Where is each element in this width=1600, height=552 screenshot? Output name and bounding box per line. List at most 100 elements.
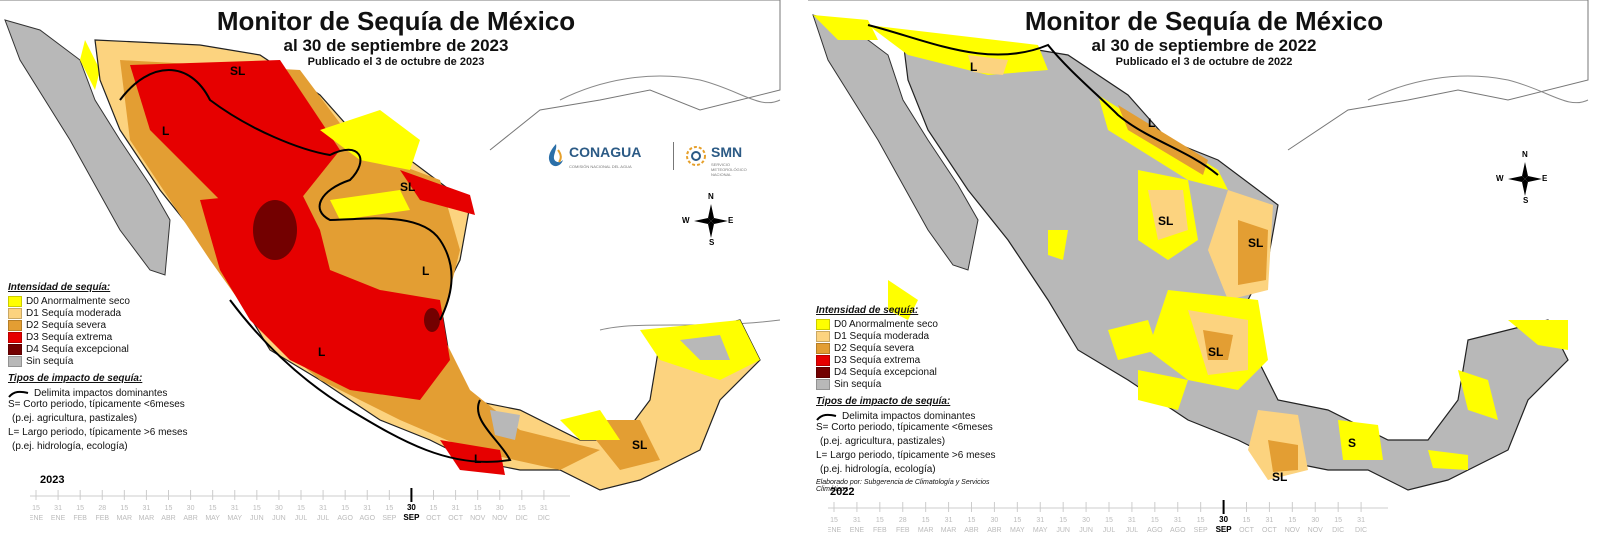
legend-swatch <box>816 366 830 378</box>
timeline-day-label: 31 <box>143 505 151 512</box>
impact-label: SL <box>1158 214 1174 228</box>
impact-line-north <box>119 69 453 321</box>
impact-label: SL <box>230 64 246 78</box>
baja-peninsula <box>4 19 171 276</box>
legend-swatch <box>8 355 22 367</box>
timeline-day-label: 15 <box>876 517 884 524</box>
timeline-month-label: ABR <box>183 515 197 522</box>
credit-note: Elaborado por: Subgerencia de Climatolog… <box>816 479 990 493</box>
legend-label: D2 Sequía severa <box>26 319 107 331</box>
timeline-month-label: NOV <box>492 515 508 522</box>
timeline-day-label: 31 <box>363 505 371 512</box>
impact-label: SL <box>400 180 416 194</box>
timeline-month-label: ENE <box>850 527 865 534</box>
legend-label: D4 Sequía excepcional <box>26 343 129 355</box>
conagua-logo: CONAGUA <box>569 144 642 160</box>
timeline-month-label: SEP <box>1217 527 1231 534</box>
timeline-day-label: 15 <box>1288 517 1296 524</box>
legend: Intensidad de sequía: D0 Anormalmente se… <box>8 282 188 452</box>
legend-item: D4 Sequía excepcional <box>816 366 996 378</box>
map-date: al 30 de septiembre de 2022 <box>1091 36 1317 55</box>
timeline-day-label: 15 <box>1059 517 1067 524</box>
compass-s: S <box>709 238 715 247</box>
short-term-example: (p.ej. agricultura, pastizales) <box>820 436 946 447</box>
long-term-example: (p.ej. hidrología, ecología) <box>12 441 128 452</box>
legend-swatch <box>8 331 22 343</box>
impact-label: L <box>422 264 430 278</box>
legend-swatch <box>8 295 22 307</box>
us-border-outline <box>808 0 1589 151</box>
us-border-outline <box>0 0 781 151</box>
timeline-month-label: SEP <box>1194 527 1208 534</box>
legend-label: D0 Anormalmente seco <box>26 295 130 307</box>
timeline-day-label: 15 <box>32 505 40 512</box>
timeline-marker-month: SEP <box>403 513 420 522</box>
legend-heading: Intensidad de sequía: <box>8 282 111 293</box>
timeline-month-label: DIC <box>1355 527 1367 534</box>
impact-label: L <box>474 452 482 466</box>
compass-e: E <box>1542 174 1548 183</box>
legend-label: D3 Sequía extrema <box>26 331 113 343</box>
compass-n: N <box>1522 150 1528 159</box>
compass-rose-icon: N E S W <box>1496 150 1548 205</box>
timeline-month-label: ENE <box>51 515 66 522</box>
smn-subtitle: SERVICIO METEOROLÓGICO NACIONAL <box>711 162 747 177</box>
legend-swatch <box>816 378 830 390</box>
short-term-example: (p.ej. agricultura, pastizales) <box>12 413 138 424</box>
legend-label: Sin sequía <box>26 355 74 367</box>
compass-e: E <box>728 216 734 225</box>
legend: Intensidad de sequía: D0 Anormalmente se… <box>816 305 996 493</box>
timeline-day-label: 30 <box>496 505 504 512</box>
legend-swatch <box>8 307 22 319</box>
long-term-note: L= Largo periodo, típicamente >6 meses <box>8 427 188 438</box>
timeline-day-label: 15 <box>518 505 526 512</box>
timeline-month-label: MAR <box>139 515 155 522</box>
timeline-month-label: MAY <box>1010 527 1025 534</box>
impact-label: L <box>318 345 326 359</box>
baja-peninsula <box>812 14 979 271</box>
timeline-month-label: SEP <box>382 515 396 522</box>
timeline-month-label: MAR <box>918 527 934 534</box>
timeline-marker-month: SEP <box>1216 525 1233 534</box>
long-term-example: (p.ej. hidrología, ecología) <box>820 464 936 475</box>
florida-outline <box>559 75 781 104</box>
timeline-month-label: JUN <box>250 515 264 522</box>
timeline-month-label: ABR <box>987 527 1001 534</box>
timeline-day-label: 15 <box>1105 517 1113 524</box>
timeline-month-label: DIC <box>516 515 528 522</box>
timeline-day-label: 31 <box>231 505 239 512</box>
map-date: al 30 de septiembre de 2023 <box>283 36 509 55</box>
timeline-month-label: OCT <box>1239 527 1255 534</box>
timeline-month-label: JUN <box>272 515 286 522</box>
florida-outline <box>1367 75 1589 104</box>
timeline-day-label: 15 <box>1197 517 1205 524</box>
timeline-day-label: 30 <box>991 517 999 524</box>
legend-label: D3 Sequía extrema <box>834 354 921 366</box>
timeline-month-label: DIC <box>1332 527 1344 534</box>
timeline-month-label: FEB <box>896 527 910 534</box>
boundary-line-icon <box>816 413 837 421</box>
timeline-day-label: 30 <box>1220 517 1228 524</box>
timeline-day-label: 15 <box>1243 517 1251 524</box>
timeline-day-label: 28 <box>899 517 907 524</box>
mexico-map-2023 <box>0 0 781 491</box>
impact-label: SL <box>632 438 648 452</box>
timeline-day-label: 30 <box>1311 517 1319 524</box>
timeline-day-label: 15 <box>922 517 930 524</box>
timeline-month-label: JUN <box>1056 527 1070 534</box>
timeline-day-label: 15 <box>120 505 128 512</box>
timeline-month-label: AGO <box>1170 527 1186 534</box>
conagua-subtitle: COMISIÓN NACIONAL DEL AGUA <box>569 164 632 169</box>
legend-label: D0 Anormalmente seco <box>834 318 938 330</box>
impact-label: SL <box>1272 470 1288 484</box>
timeline-day-label: 31 <box>1266 517 1274 524</box>
timeline-month-label: JUL <box>1103 527 1116 534</box>
compass-w: W <box>1496 174 1504 183</box>
timeline-marker-day: 30 <box>1219 515 1228 524</box>
timeline-month-label: MAR <box>117 515 133 522</box>
timeline-month-label: OCT <box>448 515 464 522</box>
map-published: Publicado el 3 de octubre de 2022 <box>1115 56 1293 68</box>
compass-w: W <box>682 216 690 225</box>
timeline-day-label: 15 <box>209 505 217 512</box>
timeline-day-label: 31 <box>853 517 861 524</box>
